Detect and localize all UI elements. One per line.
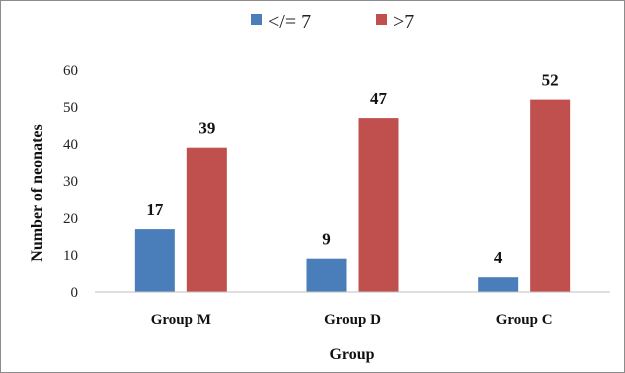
data-label: 52 — [542, 71, 559, 90]
bar-gt7-group-m — [186, 147, 227, 292]
legend-label: >7 — [393, 11, 414, 33]
y-tick-label: 20 — [63, 211, 78, 227]
y-axis-ticks: 0 10 20 30 40 50 60 — [63, 63, 78, 301]
x-category-label: Group M — [151, 312, 211, 328]
bar-le7-group-c — [478, 277, 519, 292]
bar-le7-group-m — [134, 229, 175, 292]
x-axis-categories: Group M Group D Group C — [151, 312, 553, 328]
bar-gt7-group-c — [530, 99, 571, 292]
y-tick-label: 40 — [63, 137, 78, 153]
y-tick-label: 60 — [63, 63, 78, 79]
data-label: 39 — [198, 119, 215, 138]
data-label: 17 — [146, 200, 164, 219]
legend-swatch — [376, 14, 387, 25]
bars — [134, 99, 571, 292]
y-tick-label: 50 — [63, 100, 78, 116]
x-category-label: Group C — [496, 312, 553, 328]
legend-swatch — [251, 14, 262, 25]
x-category-label: Group D — [324, 312, 381, 328]
x-axis-title: Group — [329, 346, 374, 363]
y-axis-title: Number of neonates — [29, 124, 46, 261]
data-labels: 17 39 9 47 4 52 — [146, 71, 558, 268]
bar-le7-group-d — [306, 258, 347, 292]
data-label: 4 — [494, 248, 503, 267]
data-label: 47 — [370, 89, 388, 108]
y-tick-label: 0 — [71, 285, 79, 301]
y-tick-label: 10 — [63, 248, 78, 264]
legend-label: </= 7 — [268, 11, 311, 33]
y-tick-label: 30 — [63, 174, 78, 190]
data-label: 9 — [322, 230, 331, 249]
legend: </= 7 >7 — [251, 11, 414, 33]
bar-gt7-group-d — [358, 118, 399, 292]
